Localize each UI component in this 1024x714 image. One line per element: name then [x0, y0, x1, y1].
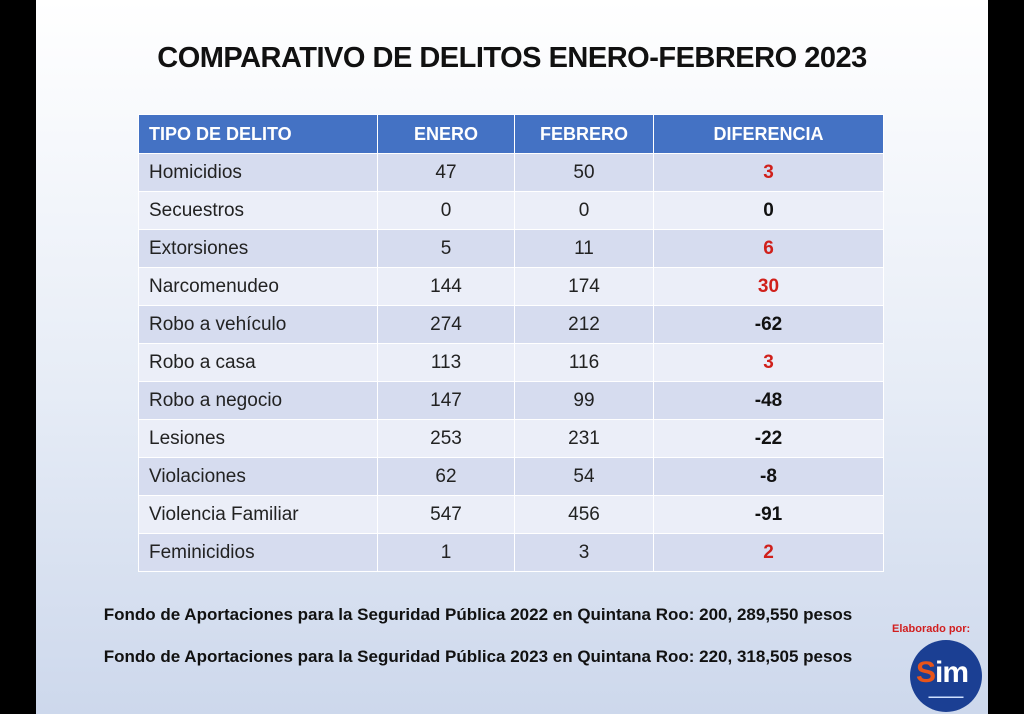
cell-febrero: 0: [514, 191, 654, 230]
cell-febrero: 11: [514, 229, 654, 268]
table-row: Feminicidios 1 3 2: [138, 533, 884, 572]
header-diferencia: DIFERENCIA: [653, 114, 884, 154]
cell-tipo: Robo a vehículo: [138, 305, 378, 344]
cell-diferencia: 6: [653, 229, 884, 268]
table-row: Secuestros 0 0 0: [138, 191, 884, 230]
cell-diferencia: 30: [653, 267, 884, 306]
cell-enero: 47: [377, 153, 515, 192]
cell-enero: 113: [377, 343, 515, 382]
cell-diferencia: 3: [653, 343, 884, 382]
cell-febrero: 174: [514, 267, 654, 306]
cell-febrero: 99: [514, 381, 654, 420]
cell-febrero: 54: [514, 457, 654, 496]
cell-diferencia: -48: [653, 381, 884, 420]
cell-enero: 0: [377, 191, 515, 230]
cell-tipo: Violencia Familiar: [138, 495, 378, 534]
cell-diferencia: 2: [653, 533, 884, 572]
credit-label: Elaborado por:: [892, 623, 971, 635]
table-header-row: TIPO DE DELITO ENERO FEBRERO DIFERENCIA: [138, 114, 884, 154]
cell-enero: 547: [377, 495, 515, 534]
page-title: COMPARATIVO DE DELITOS ENERO-FEBRERO 202…: [157, 42, 867, 74]
cell-tipo: Violaciones: [138, 457, 378, 496]
cell-enero: 5: [377, 229, 515, 268]
logo-wordmark: Sim: [916, 656, 969, 689]
cell-diferencia: 3: [653, 153, 884, 192]
cell-febrero: 50: [514, 153, 654, 192]
cell-tipo: Lesiones: [138, 419, 378, 458]
header-febrero: FEBRERO: [514, 114, 654, 154]
cell-diferencia: -8: [653, 457, 884, 496]
table-row: Violencia Familiar 547 456 -91: [138, 495, 884, 534]
cell-febrero: 456: [514, 495, 654, 534]
slide: COMPARATIVO DE DELITOS ENERO-FEBRERO 202…: [36, 0, 988, 714]
cell-diferencia: -62: [653, 305, 884, 344]
cell-tipo: Robo a casa: [138, 343, 378, 382]
logo-subtext: ▬▬▬▬▬▬▬: [928, 694, 964, 700]
fund-2022-note: Fondo de Aportaciones para la Seguridad …: [103, 605, 853, 624]
fund-2023-note: Fondo de Aportaciones para la Seguridad …: [103, 647, 853, 666]
table-row: Extorsiones 5 11 6: [138, 229, 884, 268]
cell-enero: 144: [377, 267, 515, 306]
cell-diferencia: -22: [653, 419, 884, 458]
cell-enero: 62: [377, 457, 515, 496]
table-row: Violaciones 62 54 -8: [138, 457, 884, 496]
cell-enero: 147: [377, 381, 515, 420]
cell-febrero: 231: [514, 419, 654, 458]
crime-comparison-table: TIPO DE DELITO ENERO FEBRERO DIFERENCIA …: [138, 114, 884, 572]
cell-enero: 253: [377, 419, 515, 458]
cell-diferencia: 0: [653, 191, 884, 230]
cell-tipo: Extorsiones: [138, 229, 378, 268]
table-row: Homicidios 47 50 3: [138, 153, 884, 192]
cell-diferencia: -91: [653, 495, 884, 534]
cell-tipo: Feminicidios: [138, 533, 378, 572]
cell-febrero: 116: [514, 343, 654, 382]
cell-tipo: Secuestros: [138, 191, 378, 230]
table-row: Robo a casa 113 116 3: [138, 343, 884, 382]
cell-febrero: 212: [514, 305, 654, 344]
table-row: Narcomenudeo 144 174 30: [138, 267, 884, 306]
sim-logo-icon: Sim ▬▬▬▬▬▬▬: [910, 640, 982, 712]
cell-tipo: Homicidios: [138, 153, 378, 192]
header-enero: ENERO: [377, 114, 515, 154]
header-tipo: TIPO DE DELITO: [138, 114, 378, 154]
table-row: Lesiones 253 231 -22: [138, 419, 884, 458]
table-row: Robo a negocio 147 99 -48: [138, 381, 884, 420]
cell-enero: 1: [377, 533, 515, 572]
cell-enero: 274: [377, 305, 515, 344]
table-row: Robo a vehículo 274 212 -62: [138, 305, 884, 344]
cell-febrero: 3: [514, 533, 654, 572]
cell-tipo: Narcomenudeo: [138, 267, 378, 306]
cell-tipo: Robo a negocio: [138, 381, 378, 420]
table-body: Homicidios 47 50 3 Secuestros 0 0 0 Extorsiones 5…: [138, 153, 884, 572]
